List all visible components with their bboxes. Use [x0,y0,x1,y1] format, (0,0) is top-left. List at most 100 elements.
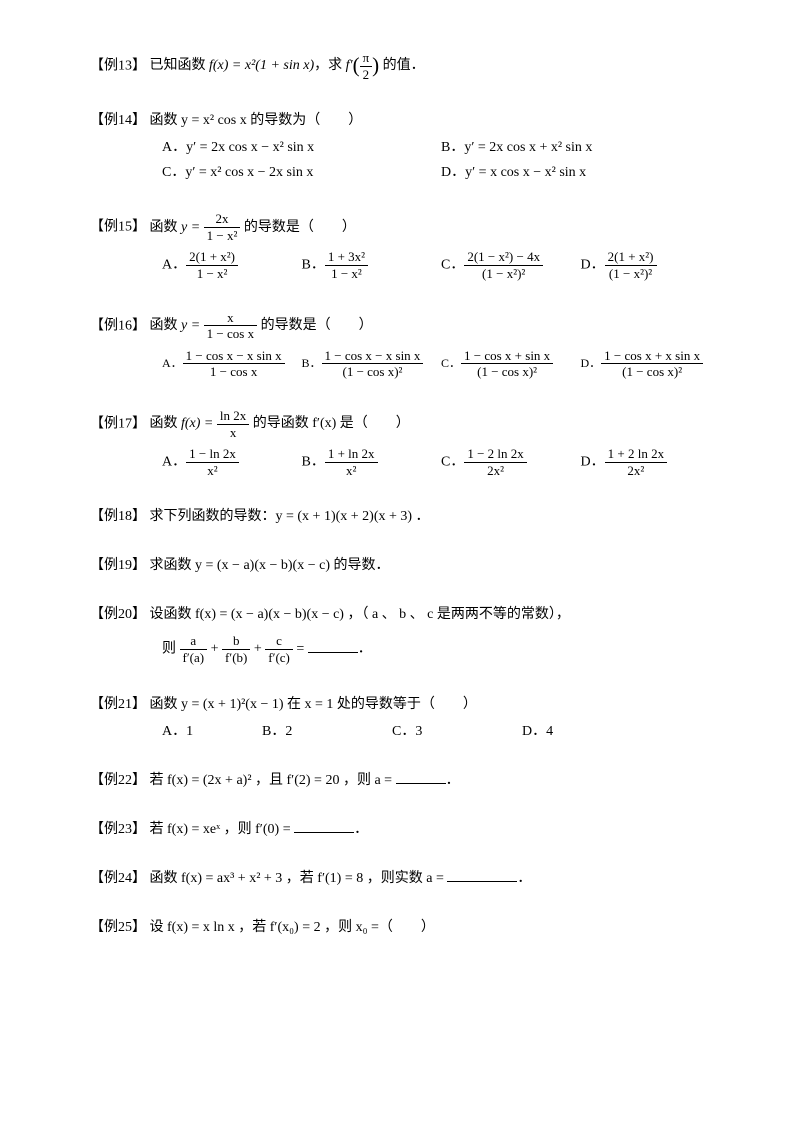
problem-label: 【例17】 [90,416,146,431]
denominator: 1 − cos x [183,364,285,380]
numerator: 1 − ln 2x [186,446,239,463]
problem-label: 【例13】 [90,58,146,73]
math: f(x) = x²(1 + sin x) [209,58,314,73]
stem-text: 已知函数 f(x) = x²(1 + sin x)，求 f′(π2) 的值． [150,58,425,73]
opt-label: B． [302,258,325,273]
problem-13: 【例13】 已知函数 f(x) = x²(1 + sin x)，求 f′(π2)… [90,50,720,82]
text: 函数 [150,318,182,333]
lparen: ( [353,53,360,77]
option-a: A．1 − ln 2xx² [162,446,302,478]
denominator: (1 − cos x)² [322,364,424,380]
text: 的导数是（ ） [257,318,373,333]
stem-text: 设函数 f(x) = (x − a)(x − b)(x − c) ，（ a 、 … [150,607,570,622]
stem-text: 设 f(x) = x ln x ，若 f′(x₀) = 2 ，则 x₀ =（ ） [150,920,435,935]
problem-18: 【例18】 求下列函数的导数：y = (x + 1)(x + 2)(x + 3)… [90,506,720,527]
numerator: 1 − cos x + sin x [461,348,553,365]
numerator: ln 2x [217,408,249,425]
text: ． [517,871,531,886]
stem-text: 函数 y = x1 − cos x 的导数是（ ） [150,318,373,333]
numerator: 2(1 − x²) − 4x [464,249,543,266]
stem-text: 若 f(x) = (2x + a)² ，且 f′(2) = 20 ，则 a = … [150,773,460,788]
problem-label: 【例22】 [90,773,146,788]
fraction: 1 − cos x − x sin x1 − cos x [183,348,285,380]
blank [294,819,354,833]
numerator: a [180,633,208,650]
fraction: x1 − cos x [204,310,257,342]
opt-label: A． [162,454,186,469]
problem-label: 【例23】 [90,822,146,837]
options: A．y′ = 2x cos x − x² sin x B．y′ = 2x cos… [162,137,720,183]
fraction: 1 + 2 ln 2x2x² [605,446,667,478]
options: A．1 − ln 2xx² B．1 + ln 2xx² C．1 − 2 ln 2… [162,446,720,478]
problem-label: 【例20】 [90,607,146,622]
option-c: C．2(1 − x²) − 4x(1 − x²)² [441,249,581,281]
numerator: 1 + 3x² [325,249,368,266]
fraction: ln 2xx [217,408,249,440]
text: ． [354,822,368,837]
denominator: f′(c) [265,650,293,666]
problem-21: 【例21】 函数 y = (x + 1)²(x − 1) 在 x = 1 处的导… [90,694,720,742]
numerator: 1 − cos x − x sin x [183,348,285,365]
problem-label: 【例15】 [90,220,146,235]
text: 函数 f(x) = ax³ + x² + 3 ，若 f′(1) = 8 ，则实数… [150,871,448,886]
text: + [250,642,265,657]
fraction: 1 − cos x + sin x(1 − cos x)² [461,348,553,380]
fraction: 1 + ln 2xx² [325,446,378,478]
denominator: 1 − x² [325,266,368,282]
problem-label: 【例21】 [90,697,146,712]
fraction: af′(a) [180,633,208,665]
fraction: π2 [360,50,373,82]
problem-label: 【例25】 [90,920,146,935]
option-d: D．y′ = x cos x − x² sin x [441,162,720,183]
stem-line2: 则 af′(a) + bf′(b) + cf′(c) = ． [162,633,720,665]
text: + [207,642,222,657]
text: 则 [162,642,180,657]
numerator: 1 + ln 2x [325,446,378,463]
denominator: f′(a) [180,650,208,666]
numerator: 1 − cos x + x sin x [601,348,703,365]
problem-17: 【例17】 函数 f(x) = ln 2xx 的导函数 f′(x) 是（ ） A… [90,408,720,478]
denominator: 1 − x² [186,266,238,282]
denominator: 2x² [605,463,667,479]
opt-label: B． [302,356,322,370]
option-d: D．1 − cos x + x sin x(1 − cos x)² [581,348,721,380]
stem-text: 函数 y = (x + 1)²(x − 1) 在 x = 1 处的导数等于（ ） [150,697,477,712]
fraction: bf′(b) [222,633,250,665]
denominator: (1 − cos x)² [461,364,553,380]
option-b: B．1 − cos x − x sin x(1 − cos x)² [302,348,442,380]
opt-label: C． [441,454,464,469]
stem-text: 求函数 y = (x − a)(x − b)(x − c) 的导数． [150,558,390,573]
denominator: x² [325,463,378,479]
option-d: D．1 + 2 ln 2x2x² [581,446,721,478]
stem-text: 函数 f(x) = ln 2xx 的导函数 f′(x) 是（ ） [150,416,410,431]
blank [308,639,358,653]
text: ． [358,642,372,657]
stem-text: 求下列函数的导数：y = (x + 1)(x + 2)(x + 3) ． [150,509,430,524]
stem-text: 函数 y = 2x1 − x² 的导数是（ ） [150,220,356,235]
options: A．1 − cos x − x sin x1 − cos x B．1 − cos… [162,348,720,380]
text: 已知函数 [150,58,210,73]
problem-23: 【例23】 若 f(x) = xeˣ ，则 f′(0) = ． [90,819,720,840]
numerator: 1 − 2 ln 2x [464,446,526,463]
option-c: C．y′ = x² cos x − 2x sin x [162,162,441,183]
denominator: 1 − x² [204,228,241,244]
denominator: (1 − cos x)² [601,364,703,380]
opt-label: C． [441,356,461,370]
options: A．2(1 + x²)1 − x² B．1 + 3x²1 − x² C．2(1 … [162,249,720,281]
numerator: b [222,633,250,650]
denominator: x [217,425,249,441]
problem-label: 【例19】 [90,558,146,573]
denominator: 1 − cos x [204,326,257,342]
option-a: A．y′ = 2x cos x − x² sin x [162,137,441,158]
fraction: 2(1 + x²)1 − x² [186,249,238,281]
option-c: C．3 [392,721,522,742]
math: y = [181,220,204,235]
fraction: 2x1 − x² [204,211,241,243]
problem-15: 【例15】 函数 y = 2x1 − x² 的导数是（ ） A．2(1 + x²… [90,211,720,281]
text: ，求 [314,58,346,73]
fraction: 1 − 2 ln 2x2x² [464,446,526,478]
option-c: C．1 − cos x + sin x(1 − cos x)² [441,348,581,380]
numerator: 1 − cos x − x sin x [322,348,424,365]
text: 函数 [150,220,182,235]
denominator: x² [186,463,239,479]
